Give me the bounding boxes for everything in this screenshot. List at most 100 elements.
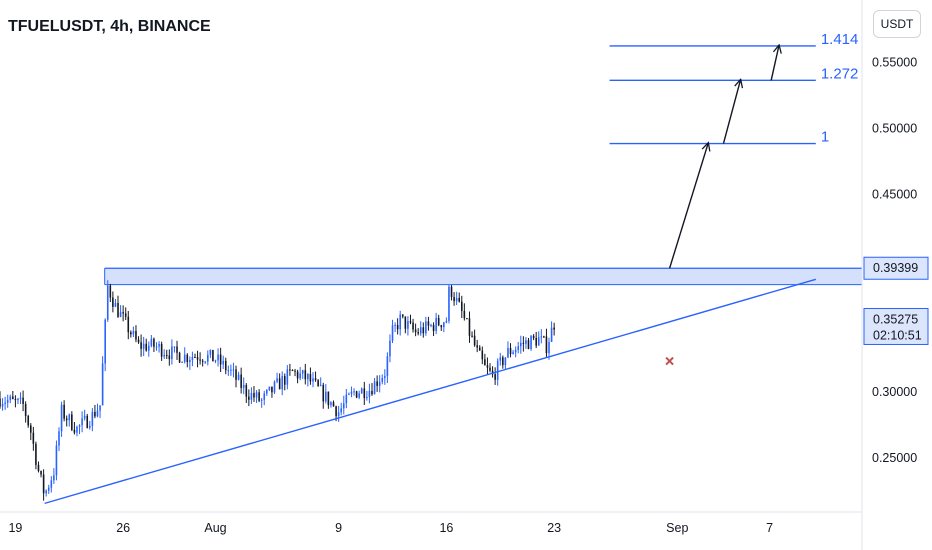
candle-body (140, 342, 142, 349)
resistance-zone[interactable] (104, 268, 862, 285)
candle-body (83, 415, 86, 419)
projection-arrow[interactable] (770, 46, 779, 81)
candle-body (81, 418, 83, 426)
candle-body (91, 411, 94, 426)
candle-body (276, 378, 278, 382)
candle-body (217, 354, 219, 361)
candle-body (337, 412, 340, 417)
candle-body (222, 360, 224, 365)
candle-body (199, 359, 201, 361)
candle-body (186, 354, 189, 362)
candle-body (412, 322, 414, 330)
candle-body (360, 388, 363, 394)
candle-body (373, 381, 376, 395)
currency-unit-button[interactable]: USDT (873, 10, 921, 38)
candle-body (517, 346, 520, 350)
candle-body (181, 361, 183, 363)
candle-body (476, 345, 478, 348)
candle-body (353, 391, 355, 393)
candle-body (394, 324, 396, 326)
candle-body (432, 324, 435, 332)
candle-body (65, 418, 68, 421)
candle-body (19, 397, 22, 399)
candle-body (489, 367, 491, 371)
candle-body (391, 325, 394, 341)
candle-body (304, 370, 307, 380)
candle-body (396, 324, 399, 330)
candle-body (543, 336, 545, 338)
candle-body (345, 394, 348, 404)
candle-body (71, 414, 73, 430)
candle-body (453, 296, 455, 302)
candle-body (50, 480, 53, 488)
x-tick-label: 23 (547, 521, 561, 535)
candle-body (60, 404, 63, 432)
candle-body (183, 354, 186, 362)
candle-body (522, 342, 525, 344)
candle-body (207, 354, 209, 362)
candle-body (289, 369, 291, 371)
projection-arrow[interactable] (722, 80, 740, 144)
candle-body (322, 384, 325, 402)
candle-body (484, 359, 486, 366)
candle-body (278, 378, 281, 390)
candle-body (119, 312, 122, 317)
candle-body (109, 285, 112, 298)
candle-body (178, 352, 181, 363)
candle-body (363, 388, 366, 399)
candle-body (401, 314, 404, 317)
candle-body (250, 392, 253, 400)
y-tick-label: 0.30000 (872, 385, 917, 399)
candle-body (430, 324, 432, 326)
candle-body (386, 356, 389, 377)
candle-body (240, 374, 242, 388)
candle-body (366, 397, 368, 399)
chart-title: TFUELUSDT, 4h, BINANCE (8, 18, 211, 35)
resistance-price-tag (863, 256, 929, 280)
candle-body (496, 360, 499, 380)
candle-body (471, 335, 473, 337)
candle-body (219, 354, 222, 365)
candle-body (307, 374, 309, 380)
candle-body (378, 381, 381, 386)
drawings: 1.414 1.272 1 (44, 31, 859, 505)
candle-body (37, 464, 40, 471)
candle-body (458, 297, 461, 302)
candle-body (376, 381, 378, 386)
candle-body (348, 393, 350, 395)
candle-body (466, 318, 468, 320)
candle-body (443, 322, 445, 328)
candle-body (176, 346, 178, 353)
candle-body (399, 314, 402, 330)
candle-body (309, 374, 312, 382)
candle-body (212, 349, 214, 362)
candle-body (519, 342, 522, 347)
candle-body (525, 340, 527, 344)
candle-body (73, 429, 76, 433)
candle-body (160, 343, 163, 357)
candle-body (1, 403, 4, 407)
candle-body (355, 391, 358, 398)
candle-body (319, 384, 322, 386)
candle-body (53, 475, 55, 481)
candle-body (437, 317, 440, 326)
candle-body (268, 386, 271, 390)
candle-body (435, 317, 437, 332)
candle-body (473, 335, 476, 346)
candle-body (368, 390, 371, 398)
candle-body (76, 426, 78, 433)
candle-body (253, 392, 255, 398)
projection-arrow[interactable] (668, 144, 708, 269)
candle-body (168, 355, 171, 360)
invalidation-cross-icon (665, 356, 674, 366)
candle-body (384, 376, 386, 378)
candle-body (294, 370, 296, 372)
fib-level-label: 1.272 (821, 65, 859, 82)
candle-body (545, 336, 548, 354)
candle-body (509, 348, 512, 354)
support-trendline[interactable] (44, 278, 817, 505)
candle-body (196, 357, 199, 360)
candle-body (448, 286, 450, 322)
candle-body (445, 321, 448, 323)
